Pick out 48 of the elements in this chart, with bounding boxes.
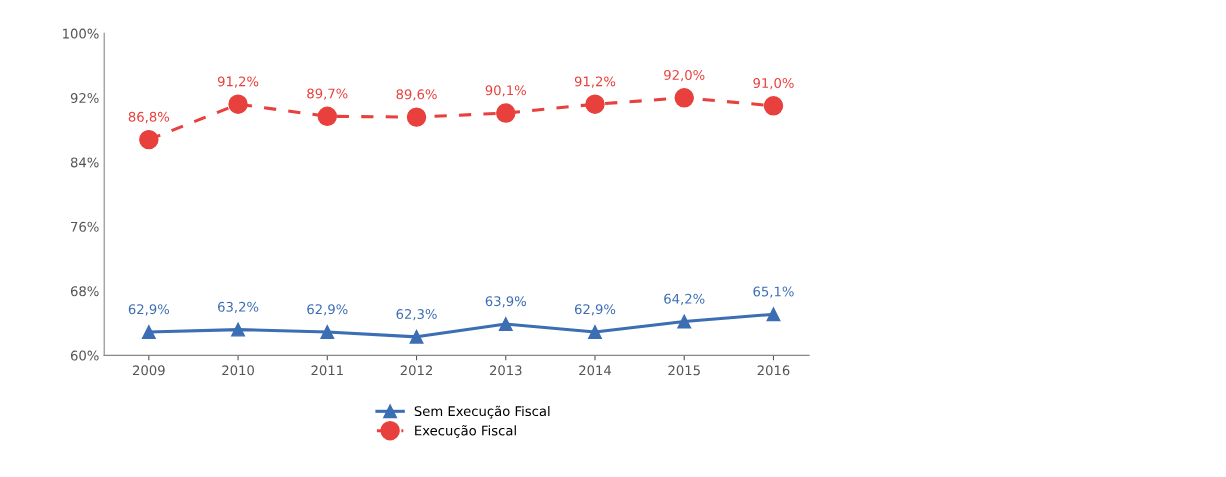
x-tick-label: 2010 xyxy=(222,365,254,376)
data-label: 64,2% xyxy=(664,293,705,306)
point xyxy=(231,322,246,337)
point xyxy=(585,94,605,114)
data-label: 89,7% xyxy=(307,88,348,100)
point xyxy=(498,317,513,331)
data-label: 62,9% xyxy=(574,304,616,316)
data-label: 62,3% xyxy=(396,309,437,321)
data-label: 62,9% xyxy=(128,304,170,316)
point xyxy=(677,314,692,329)
x-tick-label: 2011 xyxy=(311,365,343,376)
x-tick-label: 2012 xyxy=(400,365,432,376)
data-label: 92,0% xyxy=(664,69,705,82)
point xyxy=(406,107,427,127)
point xyxy=(496,103,516,123)
data-label: 91,2% xyxy=(574,76,616,88)
data-label: 86,8% xyxy=(128,111,170,124)
data-label: 63,9% xyxy=(485,296,526,308)
data-label: 63,2% xyxy=(218,301,259,314)
data-label: 65,1% xyxy=(753,286,794,298)
data-label: 89,6% xyxy=(396,89,437,101)
y-tick-label: 60% xyxy=(70,350,99,361)
point xyxy=(228,94,248,114)
x-tick-label: 2013 xyxy=(489,365,522,376)
point xyxy=(674,88,694,108)
y-tick-label: 76% xyxy=(71,221,99,232)
point xyxy=(139,129,159,150)
x-tick-label: 2014 xyxy=(579,365,612,376)
x-tick-label: 2009 xyxy=(133,365,165,376)
legend-label: Execução Fiscal xyxy=(415,425,516,438)
point xyxy=(763,96,784,116)
y-tick-label: 100% xyxy=(63,28,99,39)
point xyxy=(320,325,335,339)
point xyxy=(409,329,424,344)
x-tick-label: 2016 xyxy=(757,365,790,376)
data-label: 90,1% xyxy=(485,85,526,97)
data-label: 91,2% xyxy=(217,76,259,88)
point xyxy=(588,325,602,339)
y-tick-label: 68% xyxy=(70,286,99,297)
legend-label: Sem Execução Fiscal xyxy=(414,405,550,419)
point xyxy=(317,106,338,127)
data-label: 62,9% xyxy=(307,304,348,316)
point xyxy=(141,325,156,339)
point xyxy=(766,307,781,322)
x-tick-label: 2015 xyxy=(668,365,700,376)
y-tick-label: 84% xyxy=(70,157,99,168)
data-label: 91,0% xyxy=(753,78,794,90)
y-tick-label: 92% xyxy=(70,93,99,103)
